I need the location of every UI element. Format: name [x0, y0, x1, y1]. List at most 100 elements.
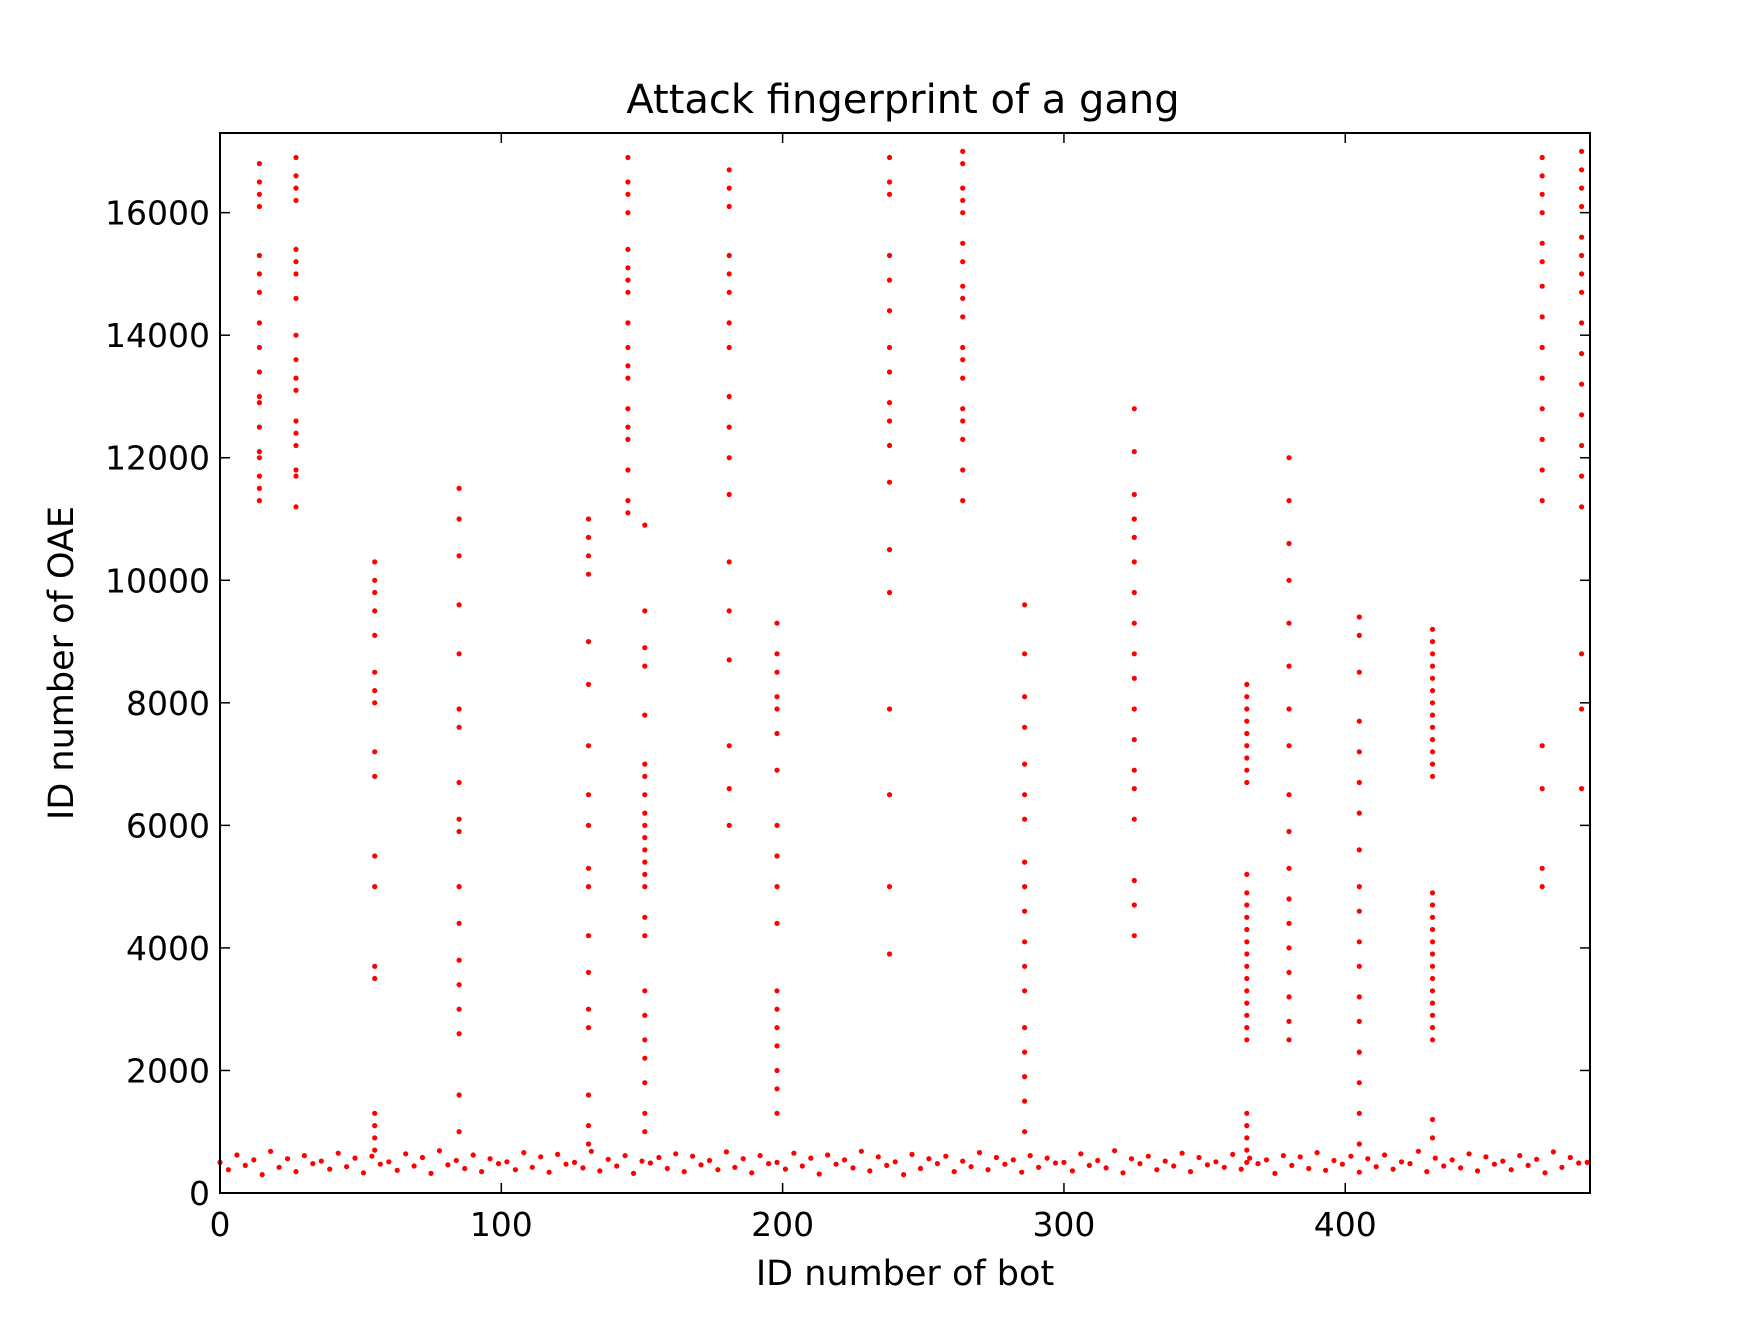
data-point [1286, 455, 1292, 461]
data-point [372, 632, 378, 639]
data-point [1095, 1157, 1101, 1164]
data-point [1579, 412, 1585, 418]
data-point [1131, 620, 1137, 626]
y-tick-label: 12000 [105, 439, 210, 478]
data-point [960, 283, 966, 289]
data-point [642, 663, 648, 669]
data-point [456, 1031, 462, 1037]
data-point [1539, 283, 1545, 289]
data-point [642, 608, 648, 614]
data-point [1036, 1164, 1042, 1170]
data-point [1458, 1165, 1464, 1171]
data-point [960, 295, 966, 301]
data-point [1539, 467, 1545, 473]
data-point [642, 859, 648, 865]
data-point [1238, 1166, 1244, 1172]
data-point [726, 203, 732, 210]
data-point [1429, 675, 1436, 681]
data-point [372, 1135, 378, 1141]
data-point [456, 706, 462, 712]
data-point [1429, 963, 1436, 969]
data-point [1534, 1156, 1540, 1162]
data-point [1356, 1169, 1362, 1175]
data-point [1244, 1147, 1250, 1153]
data-point [723, 1149, 730, 1155]
data-point [960, 259, 966, 265]
data-point [504, 1159, 510, 1165]
data-point [1539, 375, 1545, 381]
data-point [985, 1167, 991, 1173]
data-point [242, 1162, 248, 1168]
chart-title: Attack fingerprint of a gang [626, 77, 1179, 123]
data-point [892, 1159, 898, 1165]
data-point [293, 467, 299, 473]
data-point [625, 424, 631, 430]
y-tick-label: 14000 [105, 316, 210, 355]
data-point [293, 259, 299, 265]
data-point [456, 602, 462, 608]
data-point [706, 1157, 713, 1164]
data-point [960, 314, 966, 320]
data-point [951, 1169, 957, 1175]
data-point [1244, 681, 1250, 688]
data-point [571, 1159, 578, 1165]
data-point [642, 988, 648, 994]
data-point [293, 473, 299, 479]
data-point [372, 1110, 378, 1116]
data-point [372, 589, 378, 596]
data-point [1263, 1157, 1270, 1163]
data-point [1579, 473, 1585, 479]
data-point [256, 203, 262, 210]
y-tick-label: 4000 [126, 929, 210, 968]
data-point [825, 1152, 831, 1158]
data-point [372, 700, 378, 706]
data-point [1356, 1049, 1362, 1055]
data-point [1131, 651, 1137, 657]
data-point [1331, 1157, 1337, 1164]
data-point [1244, 718, 1250, 724]
data-point [585, 1123, 592, 1129]
data-point [1429, 639, 1436, 645]
y-tick-label: 8000 [126, 684, 210, 723]
data-point [726, 167, 732, 173]
data-point [335, 1150, 341, 1156]
data-point [225, 1167, 231, 1173]
data-point [1244, 902, 1250, 908]
data-point [1579, 651, 1585, 657]
data-point [642, 761, 648, 767]
data-point [909, 1151, 915, 1157]
data-point [886, 418, 893, 424]
data-point [1131, 902, 1137, 908]
data-point [293, 332, 299, 338]
data-point [886, 154, 893, 161]
data-point [585, 933, 592, 939]
data-point [1356, 884, 1362, 890]
data-point [1500, 1158, 1506, 1164]
data-point [886, 951, 893, 957]
data-point [293, 173, 299, 179]
data-point [1539, 436, 1545, 442]
data-point [960, 375, 966, 381]
data-point [726, 743, 732, 749]
data-point [886, 479, 893, 485]
data-point [585, 516, 592, 522]
data-point [960, 344, 966, 351]
data-point [1356, 718, 1362, 724]
data-point [1429, 951, 1436, 957]
data-point [715, 1167, 721, 1173]
data-point [1244, 1110, 1250, 1116]
data-point [1244, 914, 1250, 920]
data-point [1579, 786, 1585, 792]
data-point [259, 1172, 265, 1178]
data-point [1286, 920, 1292, 927]
data-point [1131, 449, 1137, 455]
data-point [782, 1166, 789, 1172]
data-point [411, 1163, 417, 1169]
plot-frame [219, 132, 1591, 1194]
x-tick-label: 0 [210, 1205, 231, 1244]
data-point [726, 185, 732, 191]
data-point [614, 1163, 620, 1169]
data-point [1145, 1153, 1151, 1159]
data-point [656, 1154, 662, 1161]
